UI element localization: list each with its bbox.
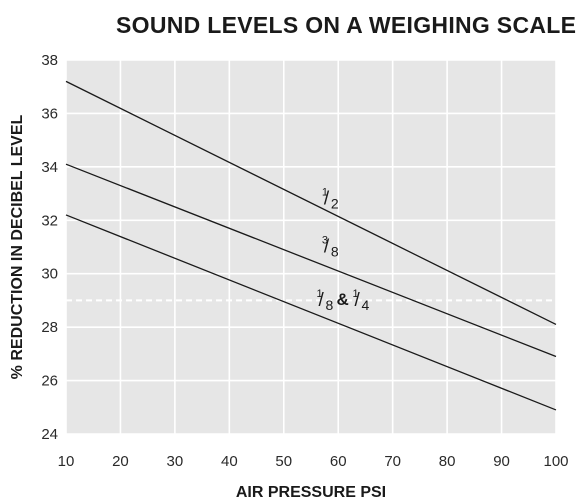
label-fraction-bar: /: [354, 290, 360, 311]
x-axis-ticks: 10 20 30 40 50 60 70 80 90 100: [58, 453, 569, 470]
x-tick-label: 30: [167, 453, 184, 470]
label-denominator: 8: [331, 244, 339, 260]
grid: [65, 59, 557, 435]
label-fraction-bar: /: [324, 237, 330, 258]
chart-title: SOUND LEVELS ON A WEIGHING SCALE: [116, 12, 576, 38]
label-denominator: 8: [325, 297, 333, 313]
x-tick-label: 70: [384, 453, 401, 470]
x-axis-label: AIR PRESSURE PSI: [236, 484, 386, 501]
series-line-1: [65, 80, 557, 326]
series-lines: [65, 80, 557, 411]
y-tick-label: 24: [41, 426, 58, 443]
label-denominator: 4: [361, 297, 369, 313]
series-label-1: 1/2: [322, 187, 339, 212]
series-labels: 1/23/81/8 & 1/4: [316, 187, 369, 314]
x-tick-label: 60: [330, 453, 347, 470]
label-numerator: 3: [322, 235, 328, 247]
plot-area: [66, 60, 556, 434]
series-label-2: 3/8: [322, 235, 339, 260]
label-fraction-bar: /: [324, 189, 330, 210]
label-fraction-bar: /: [318, 290, 324, 311]
x-tick-label: 100: [543, 453, 568, 470]
series-label-3: 1/8 & 1/4: [316, 288, 369, 313]
x-tick-label: 40: [221, 453, 238, 470]
x-tick-label: 90: [493, 453, 510, 470]
label-denominator: 2: [331, 196, 339, 212]
y-tick-label: 26: [41, 373, 58, 390]
series-line-2: [65, 163, 557, 358]
y-tick-label: 36: [41, 105, 58, 122]
x-tick-label: 80: [439, 453, 456, 470]
y-tick-label: 32: [41, 212, 58, 229]
x-tick-label: 10: [58, 453, 75, 470]
y-tick-label: 28: [41, 319, 58, 336]
y-axis-label: % REDUCTION IN DECIBEL LEVEL: [9, 114, 26, 379]
x-tick-label: 20: [112, 453, 129, 470]
label-numerator: 1: [352, 288, 358, 300]
label-numerator: 1: [322, 187, 328, 199]
series-line-3: [65, 214, 557, 411]
y-tick-label: 30: [41, 266, 58, 283]
label-ampersand: &: [336, 290, 348, 309]
x-tick-label: 50: [275, 453, 292, 470]
label-numerator: 1: [316, 288, 322, 300]
y-tick-label: 38: [41, 52, 58, 69]
y-axis-ticks: 24 26 28 30 32 34 36 38: [41, 52, 58, 443]
y-tick-label: 34: [41, 159, 58, 176]
